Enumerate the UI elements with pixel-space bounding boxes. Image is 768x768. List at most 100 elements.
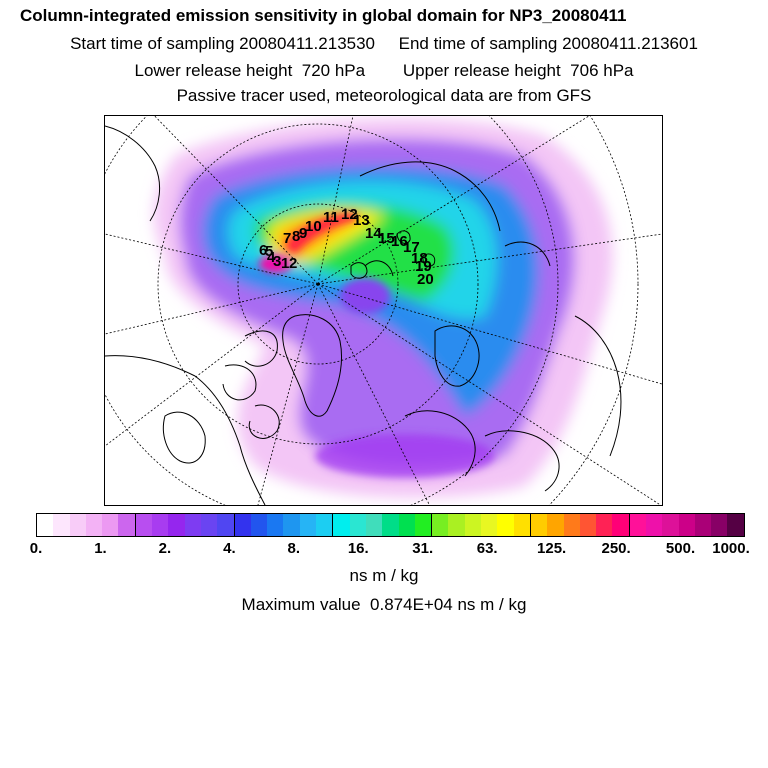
colorbar-swatch bbox=[711, 514, 728, 536]
point-label: 13 bbox=[353, 212, 370, 229]
colorbar-tick-label: 31. bbox=[412, 540, 434, 557]
colorbar-tick-label: 1. bbox=[94, 540, 107, 557]
meridian-line bbox=[317, 233, 662, 285]
coastlines bbox=[105, 125, 622, 505]
colorbar-swatch bbox=[727, 514, 744, 536]
point-label: 5 bbox=[265, 243, 273, 260]
point-label: 4 bbox=[267, 249, 276, 266]
colorbar-tick-label: 4. bbox=[223, 540, 236, 557]
latitude-circle bbox=[157, 123, 479, 445]
colorbar-swatch bbox=[349, 514, 366, 536]
colorbar-swatch bbox=[234, 514, 251, 536]
colorbar-swatch bbox=[53, 514, 70, 536]
colorbar-tick-labels: 0. 1. 2. 4. 8. 16. 31. 63. 125. 250. 500. 1000. bbox=[0, 540, 768, 560]
colorbar-tick-label: 125. bbox=[537, 540, 567, 557]
colorbar-tick-label: 0. bbox=[29, 540, 43, 557]
colorbar-swatch bbox=[563, 514, 580, 536]
point-label: 3 bbox=[273, 253, 281, 270]
colorbar-swatch bbox=[333, 514, 350, 536]
colorbar-swatch bbox=[645, 514, 663, 536]
greenland-coast bbox=[282, 314, 343, 417]
colorbar-tick-label: 1000. bbox=[712, 540, 750, 557]
colorbar-swatch bbox=[547, 514, 564, 536]
colorbar-swatch bbox=[365, 514, 383, 536]
maximum-value-label: Maximum value 0.874E+04 ns m / kg bbox=[241, 595, 527, 614]
point-label: 14 bbox=[365, 225, 382, 242]
colorbar bbox=[36, 513, 745, 537]
colorbar-swatch bbox=[448, 514, 465, 536]
colorbar-swatch bbox=[513, 514, 531, 536]
meridian-line bbox=[154, 116, 319, 285]
colorbar-swatch bbox=[530, 514, 548, 536]
latitude-circle bbox=[237, 203, 399, 365]
colorbar-tick-label: 2. bbox=[158, 540, 172, 557]
colorbar-swatch bbox=[200, 514, 218, 536]
point-label: 19 bbox=[415, 258, 432, 275]
colorbar-swatch bbox=[612, 514, 630, 536]
arctic-islands bbox=[396, 230, 436, 267]
point-label: 15 bbox=[378, 230, 395, 247]
colorbar-swatch bbox=[299, 514, 317, 536]
point-label: 17 bbox=[403, 239, 420, 256]
colorbar-swatch bbox=[678, 514, 695, 536]
field-magenta-core bbox=[259, 255, 291, 273]
colorbar-swatch bbox=[414, 514, 433, 536]
point-label: 11 bbox=[323, 209, 339, 226]
colorbar-tick-label: 16. bbox=[347, 540, 369, 557]
colorbar-swatch bbox=[464, 514, 482, 536]
colorbar-swatch bbox=[316, 514, 334, 536]
colorbar-swatch bbox=[37, 514, 54, 536]
north-america-coast bbox=[105, 355, 266, 505]
tracer-info-line: Passive tracer used, meteorological data… bbox=[176, 86, 592, 105]
meridian-line bbox=[317, 116, 590, 285]
colorbar-swatch bbox=[662, 514, 679, 536]
point-label: 20 bbox=[417, 271, 434, 288]
point-label: 18 bbox=[411, 250, 428, 267]
meridian-line bbox=[257, 283, 319, 505]
colorbar-swatch bbox=[596, 514, 613, 536]
point-label: 10 bbox=[305, 218, 322, 235]
point-label: 1 bbox=[281, 255, 289, 272]
canadian-archipelago-coast bbox=[222, 330, 280, 439]
svalbard-coast bbox=[350, 262, 368, 279]
meridian-line bbox=[105, 283, 319, 335]
meridian-line bbox=[317, 283, 430, 505]
colorbar-swatch bbox=[152, 514, 169, 536]
colorbar-swatch bbox=[629, 514, 646, 536]
colorbar-swatch bbox=[283, 514, 300, 536]
colorbar-swatch bbox=[481, 514, 498, 536]
siberia-coast bbox=[359, 161, 551, 277]
colorbar-tick-label: 63. bbox=[476, 540, 498, 557]
colorbar-tick-label: 250. bbox=[601, 540, 631, 557]
latitude-circle bbox=[548, 116, 639, 505]
colorbar-swatch bbox=[168, 514, 185, 536]
colorbar-swatch bbox=[250, 514, 268, 536]
colorbar-swatch bbox=[579, 514, 597, 536]
alaska-coast bbox=[105, 125, 161, 222]
colorbar-swatch bbox=[85, 514, 103, 536]
release-height-line: Lower release height 720 hPa Upper relea… bbox=[134, 61, 634, 80]
point-label: 6 bbox=[259, 242, 267, 259]
meridian-line bbox=[105, 233, 319, 285]
graticule bbox=[105, 116, 662, 505]
point-label: 8 bbox=[292, 228, 300, 245]
hudson-bay-coast bbox=[162, 411, 206, 464]
sampling-time-line: Start time of sampling 20080411.213530 E… bbox=[70, 34, 698, 53]
colorbar-swatch bbox=[432, 514, 449, 536]
meridian-line bbox=[105, 283, 319, 447]
meridian-line bbox=[317, 283, 662, 505]
point-label: 12 bbox=[341, 206, 358, 223]
release-point-labels: 1 2 3 4 5 6 7 8 9 10 11 12 13 14 15 16 1… bbox=[259, 206, 434, 288]
latitude-circle bbox=[105, 116, 559, 505]
colorbar-swatch bbox=[267, 514, 284, 536]
colorbar-tick-label: 500. bbox=[665, 540, 696, 557]
colorbar-swatch bbox=[382, 514, 399, 536]
colorbar-swatch bbox=[398, 514, 415, 536]
colorbar-swatch bbox=[135, 514, 153, 536]
field-purple-blob bbox=[340, 278, 390, 314]
point-label: 16 bbox=[391, 233, 408, 250]
map-canvas: 1 2 3 4 5 6 7 8 9 10 11 12 13 14 15 16 1… bbox=[105, 116, 662, 505]
field-red-arc bbox=[285, 213, 357, 254]
scandinavia-coast bbox=[434, 325, 480, 387]
colorbar-swatch bbox=[102, 514, 119, 536]
